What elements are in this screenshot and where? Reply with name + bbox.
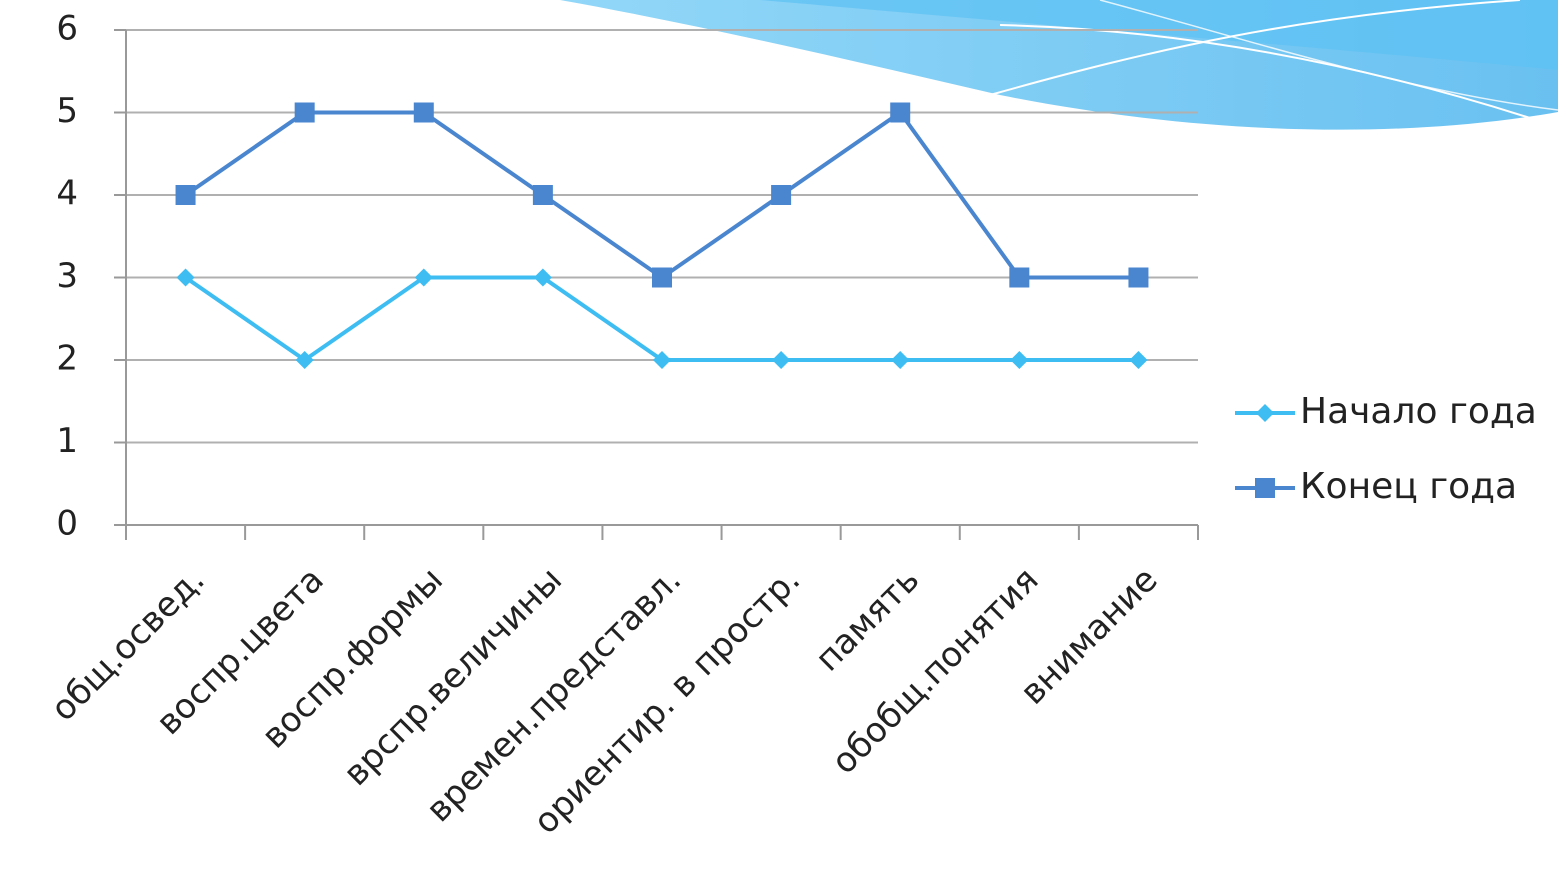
- y-tick-label: 5: [56, 91, 78, 131]
- marker: [295, 351, 314, 369]
- marker: [294, 102, 315, 123]
- x-tick-label: врспр.величины: [336, 560, 570, 794]
- marker: [1010, 351, 1029, 369]
- x-tick-label: память: [808, 560, 928, 680]
- marker: [653, 351, 671, 369]
- decoration: [560, 0, 1558, 130]
- y-tick-label: 2: [56, 339, 78, 379]
- marker: [413, 102, 434, 123]
- marker: [414, 268, 433, 287]
- marker: [652, 267, 672, 288]
- y-tick-label: 6: [56, 9, 78, 49]
- marker: [175, 185, 196, 205]
- legend-label: Начало года: [1300, 391, 1537, 432]
- legend-label: Конец года: [1300, 466, 1517, 507]
- marker: [1255, 478, 1275, 498]
- marker: [176, 268, 195, 287]
- x-tick-label: обобщ.понятия: [824, 560, 1046, 782]
- y-tick-label: 4: [56, 174, 78, 214]
- marker: [1256, 404, 1274, 422]
- y-tick-label: 3: [56, 256, 78, 296]
- marker: [532, 185, 553, 205]
- marker: [771, 185, 792, 205]
- marker: [891, 351, 910, 369]
- marker: [1128, 267, 1149, 288]
- marker: [1009, 267, 1030, 288]
- y-tick-label: 0: [56, 504, 78, 544]
- marker: [1129, 351, 1148, 369]
- series-line: [184, 275, 1139, 363]
- marker: [890, 102, 911, 123]
- marker: [533, 268, 552, 287]
- marker: [772, 351, 791, 369]
- y-tick-label: 1: [56, 421, 78, 461]
